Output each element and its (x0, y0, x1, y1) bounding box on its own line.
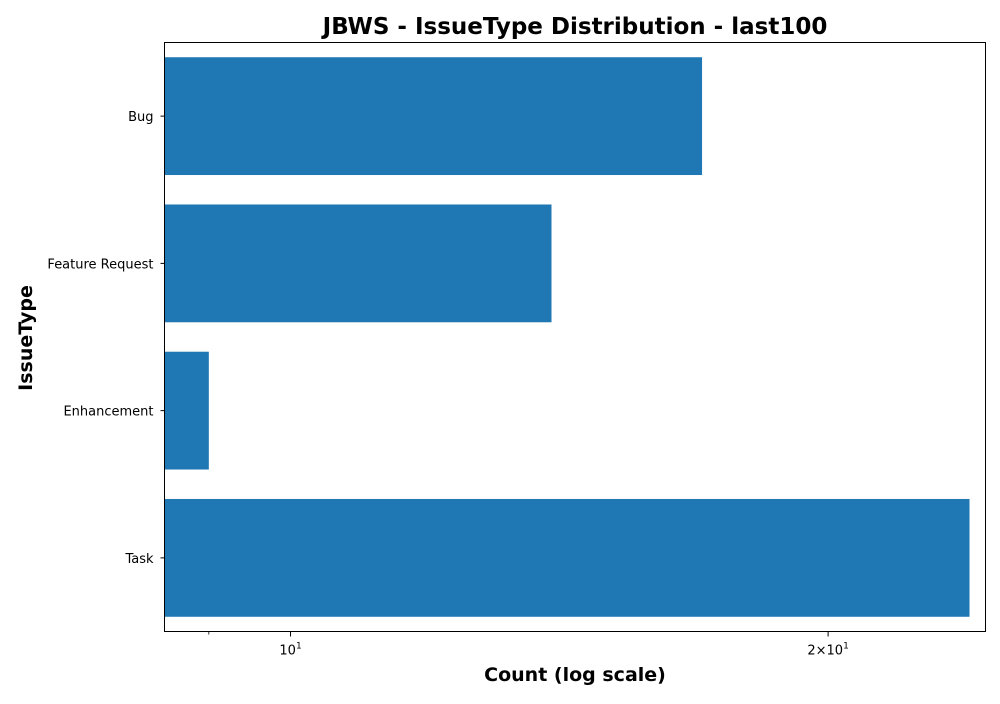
bar-feature-request (164, 204, 552, 323)
chart-title: JBWS - IssueType Distribution - last100 (321, 14, 828, 40)
bars-layer (164, 57, 970, 617)
y-tick-label: Enhancement (63, 405, 153, 420)
x-tick-label: 101 (279, 642, 301, 659)
plot-frame (164, 42, 986, 632)
ticks-layer: Bug Feature Request Enhancement Task 101 2×10… (47, 110, 848, 658)
x-axis-label: Count (log scale) (484, 664, 666, 686)
y-tick-label: Task (124, 552, 154, 567)
bar-bug (164, 57, 703, 176)
y-axis-label: IssueType (15, 285, 37, 391)
y-tick-label: Bug (128, 110, 153, 125)
y-tick-label: Feature Request (47, 257, 153, 272)
bar-task (164, 498, 970, 617)
bar-enhancement (164, 351, 209, 470)
x-tick-label: 2×101 (807, 642, 848, 659)
